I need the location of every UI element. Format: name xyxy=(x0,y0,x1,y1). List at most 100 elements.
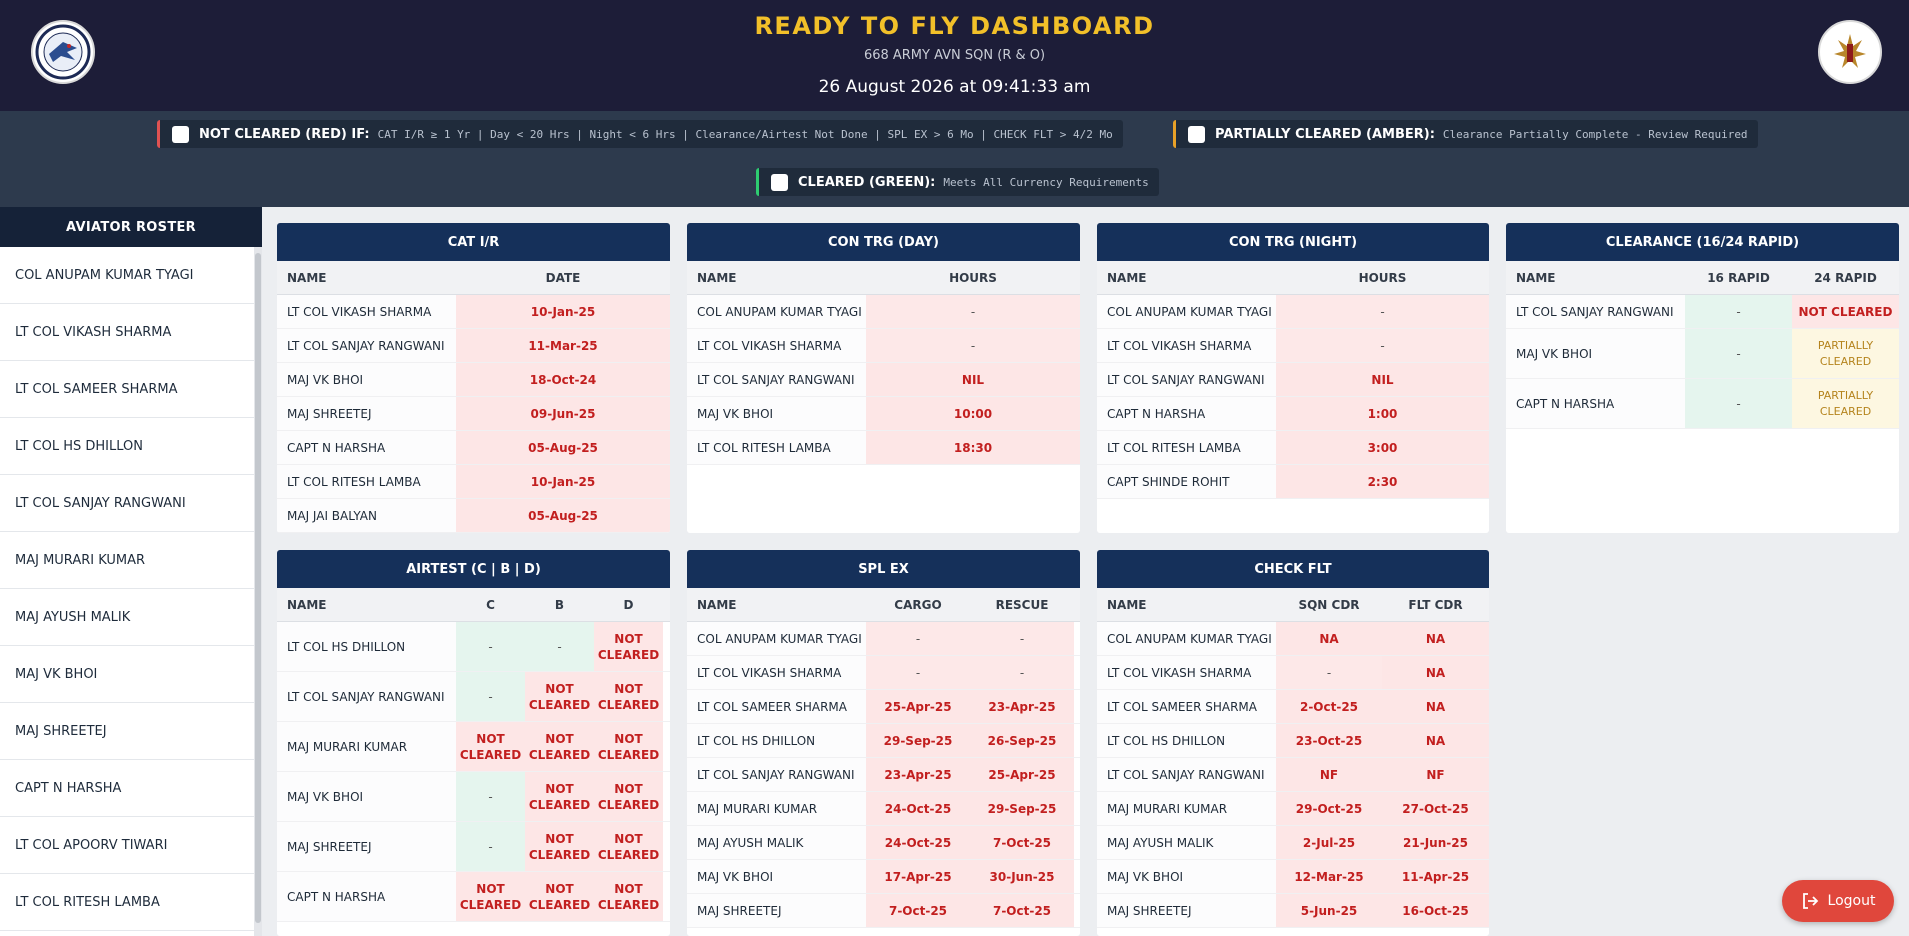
column-header: NAME xyxy=(1107,270,1147,285)
table-row[interactable]: MAJ AYUSH MALIK 2-Jul-25 21-Jun-25 xyxy=(1097,826,1489,860)
roster-item[interactable]: MAJ VK BHOI xyxy=(0,646,254,703)
table-row[interactable]: MAJ VK BHOI 10:00 xyxy=(687,397,1080,431)
roster-scrollbar[interactable] xyxy=(254,247,262,936)
status-cell: - xyxy=(1276,656,1382,689)
roster-item[interactable]: LT COL APOORV TIWARI xyxy=(0,817,254,874)
table-row[interactable]: LT COL VIKASH SHARMA - xyxy=(1097,329,1489,363)
table-row[interactable]: LT COL SANJAY RANGWANI 11-Mar-25 xyxy=(277,329,670,363)
aviator-name-cell: LT COL VIKASH SHARMA xyxy=(687,329,866,362)
table-row[interactable]: MAJ MURARI KUMAR NOT CLEARED NOT CLEARED NO… xyxy=(277,722,670,772)
roster-item[interactable]: LT COL RITESH LAMBA xyxy=(0,874,254,931)
table-row[interactable]: LT COL SANJAY RANGWANI 23-Apr-25 25-Apr-25 xyxy=(687,758,1080,792)
status-cell: NA xyxy=(1382,724,1489,757)
status-cell: - xyxy=(456,772,525,821)
table-row[interactable]: LT COL SANJAY RANGWANI - NOT CLEARED xyxy=(1506,295,1899,329)
table-row[interactable]: MAJ SHREETEJ 7-Oct-25 7-Oct-25 xyxy=(687,894,1080,928)
roster-item[interactable]: LT COL SANJAY RANGWANI xyxy=(0,475,254,532)
table-row[interactable]: MAJ VK BHOI 12-Mar-25 11-Apr-25 xyxy=(1097,860,1489,894)
roster-item[interactable]: MAJ SHREETEJ xyxy=(0,703,254,760)
status-cell: 29-Sep-25 xyxy=(866,724,970,757)
column-header: NAME xyxy=(1516,270,1556,285)
card-title: AIRTEST (C | B | D) xyxy=(277,550,670,588)
table-row[interactable]: CAPT SHINDE ROHIT 2:30 xyxy=(1097,465,1489,499)
status-cell: NOT CLEARED xyxy=(594,872,663,921)
column-headers: NAME SQN CDR FLT CDR xyxy=(1097,588,1489,622)
table-row[interactable]: MAJ MURARI KUMAR 29-Oct-25 27-Oct-25 xyxy=(1097,792,1489,826)
table-row[interactable]: MAJ VK BHOI 18-Oct-24 xyxy=(277,363,670,397)
table-row[interactable]: LT COL VIKASH SHARMA 10-Jan-25 xyxy=(277,295,670,329)
roster-item[interactable]: LT COL VIKASH SHARMA xyxy=(0,304,254,361)
legend-partially-cleared: PARTIALLY CLEARED (AMBER): Clearance Par… xyxy=(1173,120,1758,148)
status-cell: NOT CLEARED xyxy=(1792,295,1899,328)
status-cell: - xyxy=(866,622,970,655)
status-cell: 24-Oct-25 xyxy=(866,792,970,825)
table-row[interactable]: MAJ JAI BALYAN 05-Aug-25 xyxy=(277,499,670,533)
table-row[interactable]: MAJ SHREETEJ 09-Jun-25 xyxy=(277,397,670,431)
table-row[interactable]: LT COL RITESH LAMBA 18:30 xyxy=(687,431,1080,465)
card-title: CLEARANCE (16/24 RAPID) xyxy=(1506,223,1899,261)
roster-item[interactable]: MAJ MURARI KUMAR xyxy=(0,532,254,589)
aviator-name-cell: COL ANUPAM KUMAR TYAGI xyxy=(1097,622,1276,655)
table-row[interactable]: LT COL SANJAY RANGWANI NIL xyxy=(687,363,1080,397)
table-row[interactable]: COL ANUPAM KUMAR TYAGI - - xyxy=(687,622,1080,656)
legend-green-label: CLEARED (GREEN): xyxy=(798,174,936,190)
dashboard-header: READY TO FLY DASHBOARD 668 ARMY AVN SQN … xyxy=(0,0,1909,111)
table-row[interactable]: COL ANUPAM KUMAR TYAGI NA NA xyxy=(1097,622,1489,656)
status-cell: 30-Jun-25 xyxy=(970,860,1074,893)
table-row[interactable]: LT COL HS DHILLON 29-Sep-25 26-Sep-25 xyxy=(687,724,1080,758)
table-row[interactable]: LT COL VIKASH SHARMA - - xyxy=(687,656,1080,690)
table-row[interactable]: LT COL SAMEER SHARMA 2-Oct-25 NA xyxy=(1097,690,1489,724)
table-row[interactable]: CAPT N HARSHA 05-Aug-25 xyxy=(277,431,670,465)
table-row[interactable]: LT COL RITESH LAMBA 10-Jan-25 xyxy=(277,465,670,499)
aviator-name-cell: LT COL RITESH LAMBA xyxy=(1097,431,1276,464)
status-cell: NOT CLEARED xyxy=(594,672,663,721)
status-cell: NOT CLEARED xyxy=(525,822,594,871)
table-row[interactable]: MAJ VK BHOI - NOT CLEARED NOT CLEARED xyxy=(277,772,670,822)
legend-green-checkbox[interactable] xyxy=(771,173,788,191)
table-row[interactable]: MAJ MURARI KUMAR 24-Oct-25 29-Sep-25 xyxy=(687,792,1080,826)
status-cell: - xyxy=(1276,295,1489,328)
table-row[interactable]: LT COL HS DHILLON 23-Oct-25 NA xyxy=(1097,724,1489,758)
aviator-name-cell: CAPT N HARSHA xyxy=(277,872,456,921)
column-headers: NAME C B D xyxy=(277,588,670,622)
status-cell: NOT CLEARED xyxy=(594,772,663,821)
table-row[interactable]: CAPT N HARSHA 1:00 xyxy=(1097,397,1489,431)
squadron-logo xyxy=(31,20,95,84)
aviator-name-cell: LT COL VIKASH SHARMA xyxy=(1097,656,1276,689)
aviator-name-cell: COL ANUPAM KUMAR TYAGI xyxy=(687,622,866,655)
roster-item[interactable]: LT COL HS DHILLON xyxy=(0,418,254,475)
roster-scrollbar-thumb[interactable] xyxy=(255,253,261,923)
aviator-name-cell: LT COL SANJAY RANGWANI xyxy=(277,672,456,721)
status-cell: NOT CLEARED xyxy=(456,722,525,771)
legend-green-desc: Meets All Currency Requirements xyxy=(943,175,1149,189)
table-row[interactable]: LT COL HS DHILLON - - NOT CLEARED xyxy=(277,622,670,672)
logout-button[interactable]: Logout xyxy=(1782,880,1894,922)
aviator-name-cell: MAJ SHREETEJ xyxy=(277,397,456,430)
table-row[interactable]: CAPT N HARSHA - PARTIALLY CLEARED xyxy=(1506,379,1899,429)
table-row[interactable]: MAJ VK BHOI 17-Apr-25 30-Jun-25 xyxy=(687,860,1080,894)
table-row[interactable]: MAJ VK BHOI - PARTIALLY CLEARED xyxy=(1506,329,1899,379)
roster-item[interactable]: CAPT N HARSHA xyxy=(0,760,254,817)
roster-item[interactable]: MAJ AYUSH MALIK xyxy=(0,589,254,646)
table-row[interactable]: LT COL VIKASH SHARMA - xyxy=(687,329,1080,363)
table-row[interactable]: LT COL SAMEER SHARMA 25-Apr-25 23-Apr-25 xyxy=(687,690,1080,724)
aviator-name-cell: LT COL SAMEER SHARMA xyxy=(687,690,866,723)
table-row[interactable]: LT COL SANJAY RANGWANI NF NF xyxy=(1097,758,1489,792)
table-row[interactable]: LT COL SANJAY RANGWANI - NOT CLEARED NOT CL… xyxy=(277,672,670,722)
roster-item[interactable]: LT COL SAMEER SHARMA xyxy=(0,361,254,418)
table-row[interactable]: MAJ SHREETEJ 5-Jun-25 16-Oct-25 xyxy=(1097,894,1489,928)
legend-amber-checkbox[interactable] xyxy=(1188,125,1205,143)
column-header: SQN CDR xyxy=(1298,597,1360,612)
table-row[interactable]: COL ANUPAM KUMAR TYAGI - xyxy=(1097,295,1489,329)
table-row[interactable]: MAJ SHREETEJ - NOT CLEARED NOT CLEARED xyxy=(277,822,670,872)
table-row[interactable]: LT COL VIKASH SHARMA - NA xyxy=(1097,656,1489,690)
status-cell: 2-Oct-25 xyxy=(1276,690,1382,723)
table-row[interactable]: LT COL SANJAY RANGWANI NIL xyxy=(1097,363,1489,397)
status-cell: 7-Oct-25 xyxy=(970,894,1074,927)
legend-red-checkbox[interactable] xyxy=(172,125,189,143)
table-row[interactable]: COL ANUPAM KUMAR TYAGI - xyxy=(687,295,1080,329)
table-row[interactable]: LT COL RITESH LAMBA 3:00 xyxy=(1097,431,1489,465)
table-row[interactable]: MAJ AYUSH MALIK 24-Oct-25 7-Oct-25 xyxy=(687,826,1080,860)
roster-item[interactable]: COL ANUPAM KUMAR TYAGI xyxy=(0,247,254,304)
table-row[interactable]: CAPT N HARSHA NOT CLEARED NOT CLEARED NOT C… xyxy=(277,872,670,922)
